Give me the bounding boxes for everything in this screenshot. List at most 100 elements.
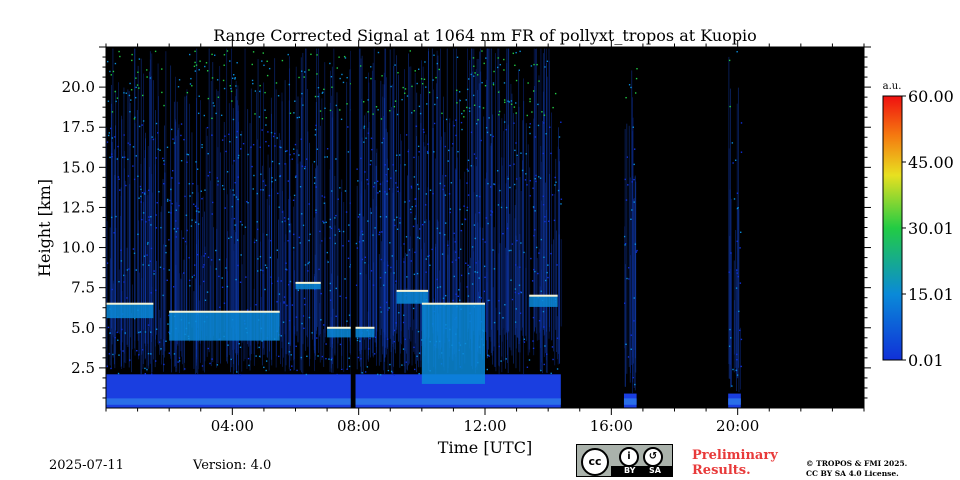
signal-speckle xyxy=(135,77,137,79)
signal-speckle xyxy=(503,99,506,101)
signal-speckle xyxy=(234,224,236,226)
signal-speckle xyxy=(316,73,318,75)
signal-speckle xyxy=(362,101,365,103)
signal-speckle xyxy=(229,140,231,143)
cloud-layer xyxy=(295,282,321,290)
signal-speckle xyxy=(269,256,272,259)
signal-speckle xyxy=(408,200,411,202)
signal-speckle xyxy=(288,351,291,353)
signal-speckle xyxy=(314,134,317,136)
signal-speckle xyxy=(184,368,186,370)
signal-speckle xyxy=(334,242,336,245)
signal-streak xyxy=(408,66,410,339)
near-ground-layer xyxy=(728,398,741,405)
signal-speckle xyxy=(347,257,350,260)
signal-speckle xyxy=(478,195,481,198)
signal-speckle xyxy=(158,190,160,193)
signal-speckle xyxy=(498,114,500,116)
signal-streak xyxy=(186,95,187,329)
signal-speckle xyxy=(111,137,114,139)
signal-streak xyxy=(390,106,392,374)
signal-speckle xyxy=(288,342,290,344)
signal-speckle xyxy=(108,353,111,355)
signal-speckle xyxy=(117,145,119,148)
signal-speckle xyxy=(320,319,322,321)
signal-speckle xyxy=(215,249,217,252)
signal-streak xyxy=(316,48,318,335)
signal-speckle xyxy=(200,190,202,192)
signal-speckle xyxy=(384,164,386,166)
signal-speckle xyxy=(396,186,399,189)
signal-streak xyxy=(125,274,127,364)
signal-streak xyxy=(126,247,128,345)
signal-streak xyxy=(503,157,505,329)
signal-speckle xyxy=(253,241,256,244)
signal-speckle xyxy=(155,122,158,125)
signal-streak xyxy=(441,136,442,348)
signal-speckle xyxy=(186,153,188,156)
signal-speckle xyxy=(473,153,476,155)
signal-speckle xyxy=(545,279,547,282)
signal-streak xyxy=(475,213,476,369)
signal-streak xyxy=(505,183,507,334)
attribution-icon: i xyxy=(619,447,639,467)
signal-streak xyxy=(347,330,348,370)
signal-speckle xyxy=(272,135,275,138)
signal-streak xyxy=(475,166,477,367)
signal-speckle xyxy=(284,163,286,165)
signal-streak xyxy=(452,120,454,349)
signal-speckle xyxy=(230,236,232,238)
signal-speckle xyxy=(370,212,372,214)
signal-streak xyxy=(278,219,279,331)
signal-speckle xyxy=(285,262,287,264)
signal-speckle xyxy=(519,266,521,268)
x-axis-label: Time [UTC] xyxy=(438,438,532,457)
signal-speckle xyxy=(198,69,200,71)
signal-speckle xyxy=(361,258,364,261)
signal-speckle xyxy=(394,100,397,102)
signal-speckle xyxy=(463,205,465,207)
y-tick-label: 10.0 xyxy=(62,239,95,257)
signal-speckle xyxy=(379,183,382,185)
signal-speckle xyxy=(149,77,152,79)
signal-speckle xyxy=(319,230,321,233)
signal-speckle xyxy=(362,233,364,236)
signal-speckle xyxy=(201,197,203,200)
signal-speckle xyxy=(111,111,114,113)
signal-speckle xyxy=(396,113,399,116)
signal-speckle xyxy=(623,235,626,238)
signal-streak xyxy=(410,66,412,342)
signal-speckle xyxy=(300,138,303,140)
signal-speckle xyxy=(265,124,267,126)
signal-speckle xyxy=(534,178,536,180)
signal-speckle xyxy=(504,304,506,306)
signal-streak xyxy=(299,161,301,371)
signal-speckle xyxy=(134,116,136,119)
signal-speckle xyxy=(141,94,144,97)
signal-speckle xyxy=(193,203,195,205)
signal-speckle xyxy=(313,161,316,163)
signal-speckle xyxy=(503,69,505,71)
signal-streak xyxy=(176,101,178,345)
signal-speckle xyxy=(633,163,635,166)
signal-streak xyxy=(333,48,335,339)
signal-speckle xyxy=(526,366,529,368)
signal-speckle xyxy=(525,153,527,155)
signal-speckle xyxy=(211,53,213,56)
signal-speckle xyxy=(470,73,472,76)
signal-speckle xyxy=(254,113,256,115)
signal-streak xyxy=(381,241,382,329)
signal-streak xyxy=(369,207,371,358)
signal-streak xyxy=(480,71,482,354)
signal-speckle xyxy=(411,205,413,208)
signal-speckle xyxy=(124,156,126,158)
signal-streak xyxy=(117,157,118,333)
signal-speckle xyxy=(357,180,359,182)
signal-speckle xyxy=(219,306,221,308)
signal-speckle xyxy=(363,127,365,129)
signal-speckle xyxy=(447,244,449,247)
signal-speckle xyxy=(532,187,534,189)
signal-speckle xyxy=(300,70,303,72)
signal-speckle xyxy=(221,184,224,187)
